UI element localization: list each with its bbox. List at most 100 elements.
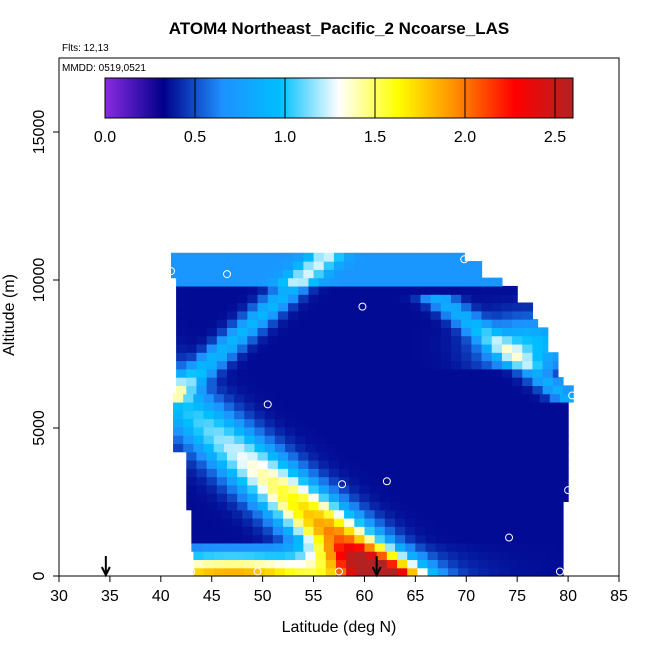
heatmap-cell	[277, 319, 289, 328]
heatmap-cell	[458, 418, 469, 428]
x-axis: 30 35 40 45 50 55 60 65 70 75 80 85	[50, 576, 628, 605]
heatmap-cell	[293, 269, 304, 279]
heatmap-cell	[318, 285, 330, 295]
heatmap-cell	[216, 294, 228, 304]
heatmap-cell	[257, 310, 269, 320]
heatmap-cell	[410, 493, 422, 503]
heatmap-cell	[328, 385, 340, 395]
heatmap-cell	[171, 252, 182, 262]
heatmap-cell	[559, 551, 564, 561]
heatmap-cell	[410, 368, 422, 378]
heatmap-cell	[369, 501, 381, 511]
heatmap-cell	[417, 443, 429, 453]
heatmap-cell	[415, 542, 427, 552]
heatmap-cell	[447, 435, 459, 444]
heatmap-cell	[232, 542, 243, 552]
heatmap-cell	[496, 526, 508, 536]
heatmap-cell	[440, 501, 452, 511]
heatmap-cell	[451, 468, 462, 478]
heatmap-cell	[379, 360, 391, 370]
heatmap-cell	[369, 451, 381, 461]
heatmap-cell	[389, 493, 401, 503]
heatmap-cell	[563, 484, 569, 494]
heatmap-cell	[234, 443, 245, 453]
heatmap-cell	[196, 360, 208, 370]
heatmap-cell	[400, 327, 411, 337]
heatmap-cell	[283, 252, 294, 262]
heatmap-cell	[389, 285, 401, 295]
heatmap-cell	[458, 551, 469, 561]
heatmap-cell	[254, 426, 266, 436]
heatmap-cell	[211, 261, 223, 270]
heatmap-cell	[288, 360, 299, 370]
heatmap-cell	[549, 559, 561, 569]
heatmap-cell	[440, 368, 452, 378]
heatmap-cell	[318, 327, 330, 337]
heatmap-cell	[257, 360, 269, 370]
x-tick-label: 60	[356, 588, 374, 605]
heatmap-cell	[318, 501, 330, 511]
heatmap-cell	[374, 261, 386, 270]
heatmap-cell	[410, 277, 422, 287]
heatmap-cell	[346, 418, 357, 428]
heatmap-cell	[328, 294, 340, 304]
heatmap-cell	[325, 567, 337, 577]
heatmap-cell	[440, 484, 452, 494]
heatmap-cell	[379, 327, 391, 337]
heatmap-cell	[223, 567, 235, 577]
heatmap-cell	[481, 352, 493, 362]
heatmap-cell	[451, 352, 462, 362]
heatmap-cell	[237, 501, 248, 511]
heatmap-cell	[389, 476, 401, 486]
heatmap-cell	[559, 410, 569, 420]
sample-point	[335, 567, 343, 576]
heatmap-cell	[476, 517, 488, 527]
heatmap-cell	[339, 484, 350, 494]
heatmap-cell	[430, 476, 442, 486]
heatmap-cell	[496, 534, 508, 544]
heatmap-cell	[346, 426, 357, 436]
heatmap-cell	[339, 285, 350, 295]
heatmap-cell	[242, 269, 254, 279]
heatmap-cell	[369, 377, 381, 386]
heatmap-cell	[461, 277, 472, 287]
heatmap-cell	[288, 368, 299, 378]
heatmap-cell	[267, 484, 279, 494]
heatmap-cell	[468, 567, 480, 577]
heatmap-cell	[201, 509, 213, 519]
heatmap-cell	[244, 559, 256, 569]
heatmap-cell	[440, 468, 452, 478]
heatmap-cell	[264, 418, 276, 428]
heatmap-cell	[437, 426, 449, 436]
heatmap-cell	[196, 277, 208, 287]
heatmap-cell	[176, 319, 187, 328]
heatmap-cell	[356, 401, 368, 411]
heatmap-cell	[262, 269, 274, 279]
heatmap-cell	[366, 551, 378, 561]
heatmap-cell	[509, 393, 520, 403]
heatmap-cell	[435, 509, 447, 519]
heatmap-cell	[400, 285, 411, 295]
heatmap-cell	[458, 559, 469, 569]
heatmap-cell	[512, 352, 523, 362]
heatmap-cell	[193, 443, 205, 453]
heatmap-cell	[415, 252, 427, 262]
heatmap-cell	[183, 426, 194, 436]
heatmap-cell	[298, 277, 310, 287]
heatmap-cell	[176, 310, 187, 320]
heatmap-cell	[481, 493, 493, 503]
heatmap-cell	[415, 534, 427, 544]
heatmap-cell	[395, 542, 406, 552]
heatmap-cell	[237, 352, 248, 362]
heatmap-cell	[512, 377, 523, 386]
heatmap-cell	[417, 401, 429, 411]
heatmap-cell	[537, 517, 549, 527]
heatmap-cell	[407, 426, 418, 436]
heatmap-cell	[486, 517, 498, 527]
heatmap-cell	[247, 285, 259, 295]
heatmap-cell	[435, 252, 447, 262]
heatmap-cell	[295, 401, 306, 411]
heatmap-cell	[498, 551, 510, 561]
heatmap-cell	[461, 468, 472, 478]
heatmap-cell	[509, 551, 520, 561]
